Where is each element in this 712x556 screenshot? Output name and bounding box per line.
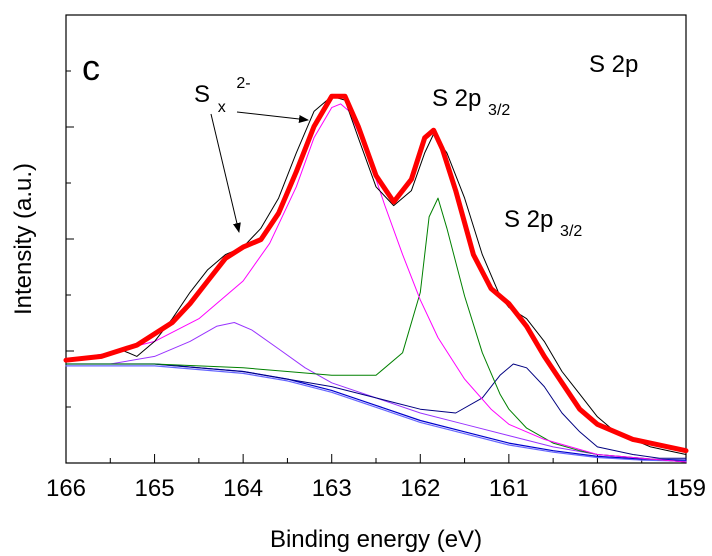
annotation-sx-sub: x bbox=[218, 99, 226, 116]
annotation-p32-main-base: S 2p bbox=[432, 85, 481, 112]
series-line-envelope bbox=[63, 93, 689, 454]
x-tick-label: 166 bbox=[46, 475, 86, 502]
x-tick-label: 159 bbox=[666, 475, 706, 502]
series-line-raw bbox=[65, 95, 687, 455]
annotation-p32-minor: S 2p 3/2 bbox=[504, 206, 582, 240]
arrow-to-main-peak bbox=[236, 111, 309, 123]
annotation-p32-minor-base: S 2p bbox=[504, 206, 553, 233]
annotation-p32-main: S 2p 3/2 bbox=[432, 85, 510, 119]
annotation-p32-main-sub: 3/2 bbox=[488, 102, 510, 119]
x-tick-label: 165 bbox=[135, 475, 175, 502]
annotation-p32-minor-sub: 3/2 bbox=[560, 223, 582, 240]
panel-label: c bbox=[82, 47, 100, 88]
series-line-background-1 bbox=[65, 363, 687, 461]
series-line-p32-main bbox=[65, 197, 687, 463]
annotation-sx-sup: 2- bbox=[236, 75, 250, 92]
corner-label: S 2p bbox=[589, 51, 638, 78]
arrow-to-shoulder bbox=[210, 113, 241, 233]
x-axis-title: Binding energy (eV) bbox=[270, 526, 482, 553]
x-tick-label: 162 bbox=[400, 475, 440, 502]
series-line-sx-main bbox=[65, 103, 687, 463]
x-tick-label: 164 bbox=[223, 475, 263, 502]
x-tick-label: 161 bbox=[489, 475, 529, 502]
y-axis-title: Intensity (a.u.) bbox=[10, 163, 37, 315]
series-line-background-2 bbox=[65, 365, 687, 462]
series-line-sx-shoulder bbox=[65, 322, 687, 463]
x-tick-label: 163 bbox=[312, 475, 352, 502]
series-line-p32-minor bbox=[65, 363, 687, 459]
plot-frame bbox=[65, 14, 687, 464]
annotation-sx-base: S bbox=[194, 81, 210, 108]
series-layer bbox=[63, 93, 689, 463]
x-tick-label: 160 bbox=[577, 475, 617, 502]
annotation-sx: S x 2- bbox=[194, 75, 251, 118]
axis-ticks: 166 165 164 163 162 161 160 159 bbox=[46, 14, 706, 502]
